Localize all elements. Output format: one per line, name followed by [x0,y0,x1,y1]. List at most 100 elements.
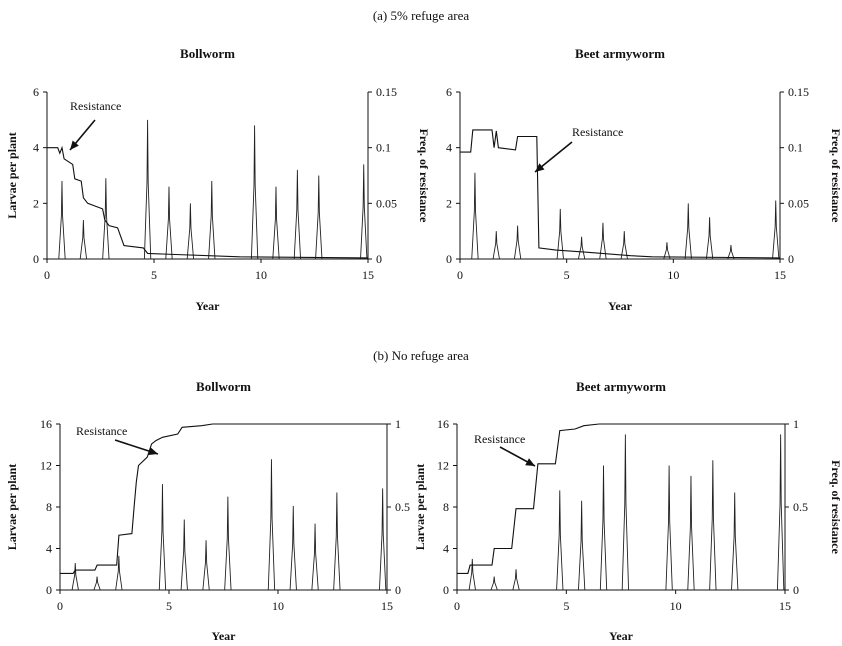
y2-tick-label: 0 [793,583,799,597]
y-tick-label: 4 [33,141,39,155]
x-tick-label: 15 [779,599,791,613]
section-a-title: (a) 5% refuge area [373,8,470,23]
panel-title: Beet armyworm [576,379,666,394]
x-tick-label: 0 [44,268,50,282]
larvae-peak [224,496,232,591]
resistance-line [47,145,369,259]
larvae-peak [577,236,586,260]
y-axis-label: Larvae per plant [5,464,19,550]
larvae-peak [267,459,276,591]
y2-axis-label: Freq. of resistance [829,129,842,224]
larvae-peak [202,540,210,591]
larvae-peak [293,169,302,260]
y-tick-label: 6 [446,85,452,99]
y-tick-label: 16 [40,417,52,431]
x-tick-label: 0 [457,268,463,282]
larvae-peak [272,186,280,260]
larvae-peak [180,519,188,591]
larvae-peak [512,569,520,591]
larvae-peak [513,225,522,260]
y-tick-label: 12 [437,459,449,473]
y-tick-label: 4 [443,542,449,556]
x-axis-label: Year [196,299,221,313]
y2-tick-label: 0.5 [793,500,808,514]
section-b-title: (b) No refuge area [373,348,469,363]
larvae-peak [311,523,319,591]
x-tick-label: 10 [255,268,267,282]
larvae-peak [663,242,671,260]
annotation-arrow-head [148,447,158,456]
larvae-peak [208,181,216,260]
x-tick-label: 5 [563,599,569,613]
resistance-annotation: Resistance [572,125,623,139]
y2-axis-label: Freq. of resistance [417,129,431,224]
larvae-peak [684,203,692,260]
x-axis-label: Year [608,299,633,313]
x-tick-label: 10 [670,599,682,613]
y-tick-label: 4 [46,542,52,556]
larvae-peak [360,164,368,260]
x-tick-label: 10 [272,599,284,613]
resistance-line [460,129,781,259]
larvae-peak [165,186,173,260]
larvae-peak [556,208,564,260]
larvae-peak [71,563,79,591]
y2-tick-label: 1 [793,417,799,431]
y2-tick-label: 0 [395,583,401,597]
y-tick-label: 2 [33,196,39,210]
y2-tick-label: 0.05 [788,196,809,210]
larvae-peak [776,434,785,591]
larvae-peak [468,558,476,591]
larvae-peak [599,465,608,591]
larvae-peak [333,492,341,591]
annotation-arrow-head [70,140,79,150]
larvae-peak [577,500,586,591]
larvae-peak [705,217,714,260]
larvae-peak [158,484,167,591]
y2-tick-label: 0.15 [788,85,809,99]
larvae-peak [186,203,195,260]
y-axis-label: Larvae per plant [413,464,427,550]
larvae-peak [378,488,387,591]
x-axis-label: Year [212,629,237,643]
y2-tick-label: 0.5 [395,500,410,514]
panel-title: Bollworm [180,46,235,61]
x-tick-label: 15 [381,599,393,613]
y-tick-label: 8 [443,500,449,514]
resistance-annotation: Resistance [70,99,121,113]
panel-title: Beet armyworm [575,46,665,61]
annotation-arrow-head [525,458,535,466]
larvae-peak [289,505,297,591]
x-tick-label: 0 [57,599,63,613]
larvae-peak [490,576,498,591]
larvae-peak [772,200,780,260]
larvae-peak [93,576,101,591]
y-tick-label: 0 [46,583,52,597]
y-tick-label: 0 [33,252,39,266]
larvae-peak [58,181,66,260]
larvae-peak [556,490,564,591]
larvae-peak [620,231,628,260]
y2-tick-label: 1 [395,417,401,431]
x-tick-label: 5 [564,268,570,282]
larvae-peak [115,555,123,591]
y-tick-label: 0 [443,583,449,597]
panel-title: Bollworm [196,379,251,394]
y2-tick-label: 0 [376,252,382,266]
y2-tick-label: 0.1 [788,141,803,155]
y2-axis-label: Freq. of resistance [829,460,842,555]
larvae-peak [665,465,673,591]
y-tick-label: 8 [46,500,52,514]
larvae-peak [709,460,717,591]
larvae-peak [250,125,259,260]
x-axis-label: Year [609,629,634,643]
x-tick-label: 5 [151,268,157,282]
y-tick-label: 0 [446,252,452,266]
x-tick-label: 5 [166,599,172,613]
y2-tick-label: 0.15 [376,85,397,99]
y-tick-label: 4 [446,141,452,155]
larvae-peak [79,220,88,260]
